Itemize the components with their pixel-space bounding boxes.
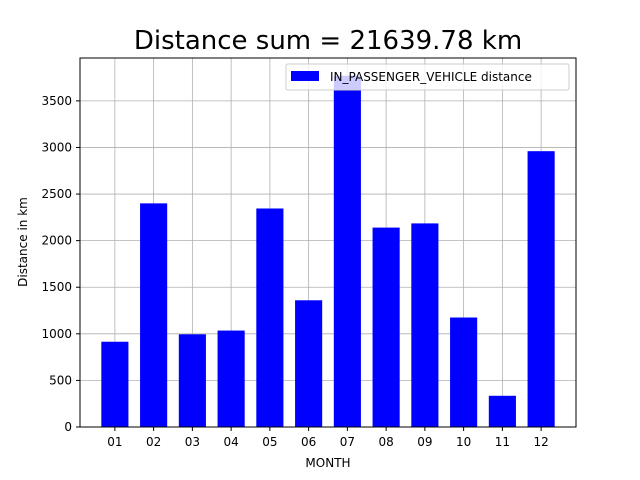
x-tick-label: 01 <box>107 435 122 449</box>
x-tick-label: 07 <box>340 435 355 449</box>
x-axis: 01 02 03 04 05 06 07 08 09 10 11 12 <box>107 427 549 449</box>
bar-05 <box>256 208 284 427</box>
chart-title: Distance sum = 21639.78 km <box>134 26 522 56</box>
bar-02 <box>140 203 168 427</box>
legend: IN_PASSENGER_VEHICLE distance <box>285 63 570 91</box>
legend-label: IN_PASSENGER_VEHICLE distance <box>330 70 532 84</box>
x-tick-label: 08 <box>378 435 393 449</box>
bar-07 <box>333 75 361 428</box>
bar-04 <box>217 330 245 427</box>
bar-10 <box>450 317 478 427</box>
x-tick-label: 12 <box>533 435 548 449</box>
bar-12 <box>527 151 555 427</box>
x-tick-label: 03 <box>185 435 200 449</box>
y-tick-label: 500 <box>49 373 72 387</box>
x-tick-label: 11 <box>495 435 510 449</box>
x-tick-label: 05 <box>262 435 277 449</box>
y-tick-label: 2000 <box>41 234 72 248</box>
x-tick-label: 04 <box>223 435 238 449</box>
bar-09 <box>411 223 439 427</box>
y-tick-label: 1500 <box>41 280 72 294</box>
x-tick-label: 10 <box>456 435 471 449</box>
bar-08 <box>372 227 400 427</box>
plot-frame <box>79 57 577 428</box>
bar-01 <box>101 341 129 427</box>
bar-06 <box>295 300 323 427</box>
bars <box>101 75 555 428</box>
legend-box <box>285 63 570 91</box>
y-tick-label: 1000 <box>41 327 72 341</box>
y-axis-label: Distance in km <box>16 197 30 287</box>
bar-11 <box>488 395 516 427</box>
x-tick-label: 02 <box>146 435 161 449</box>
y-tick-label: 3000 <box>41 140 72 154</box>
y-tick-label: 0 <box>64 420 72 434</box>
x-tick-label: 09 <box>417 435 432 449</box>
y-axis: 0 500 1000 1500 2000 2500 3000 3500 <box>41 94 80 434</box>
legend-swatch <box>291 71 319 81</box>
y-tick-label: 3500 <box>41 94 72 108</box>
x-tick-label: 06 <box>301 435 316 449</box>
y-tick-label: 2500 <box>41 187 72 201</box>
x-axis-label: MONTH <box>305 456 350 470</box>
bar-03 <box>178 334 206 427</box>
